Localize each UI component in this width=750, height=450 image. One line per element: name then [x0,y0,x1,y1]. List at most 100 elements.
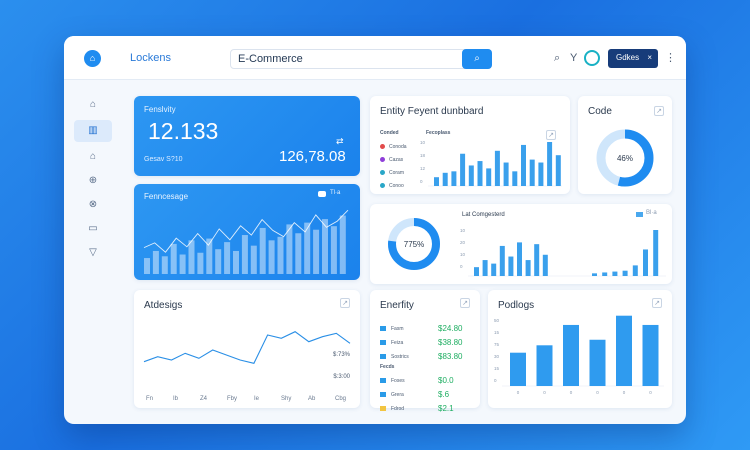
podlogs-card: Podlogs ↗ 50 15 75 30 15 0 0 0 0 0 0 0 [488,290,672,408]
podlogs-bar-chart: 50 15 75 30 15 0 0 0 0 0 0 0 [494,315,664,395]
trend-bar [322,219,328,274]
close-icon[interactable]: × [647,53,652,62]
trend-card: Fenncesage Tl·a [134,184,360,280]
entity-bar [538,162,544,186]
bag-icon: ⌂ [89,151,97,162]
donut-label: 46% [617,154,633,163]
trend-bar [304,222,311,274]
completion-tick-label: 10 [460,252,466,257]
row-amount: $38.80 [438,338,463,347]
completion-bar [612,271,618,276]
entity-legend-head-1: Conded [380,130,399,136]
entity-legend-item: Conoda [380,144,407,150]
row-amount: $24.80 [438,324,463,333]
trend-bar [188,240,195,274]
home-logo-icon[interactable]: ⌂ [84,50,101,67]
entity-tick-label: 0 [420,179,423,184]
entity-bar [434,177,439,186]
completion-bar [602,272,608,276]
entity-legend-item: Conoo [380,183,404,189]
trend-bar [179,254,186,274]
sidebar-item-shop[interactable]: ⌂ [74,146,112,168]
row-amount: $.6 [438,390,450,399]
kpi-value: 12.133 [148,118,219,144]
row-marker [380,354,386,360]
trend-bar [268,240,275,274]
trend-bar [330,226,337,274]
completion-bar [653,230,659,276]
tag-icon: ▽ [89,247,97,258]
trend-bar [161,256,168,274]
trend-toggle[interactable] [318,191,326,197]
podlogs-x-label: 0 [596,390,599,395]
completion-bar [643,249,648,276]
clipboard-icon: ⊗ [88,199,98,210]
entity-bar [460,153,466,186]
row-label: Grera [391,392,404,398]
top-bar: ⌂ Lockens E-Commerce ⌕ ⌕ Y Gdkes × ⋮ [64,36,686,80]
legend-label: Cazas [389,157,404,163]
search-input[interactable]: E-Commerce [230,49,492,69]
completion-bar [592,273,597,276]
completion-bar [499,245,505,276]
sidebar-item-messages[interactable]: ▭ [74,218,112,240]
trend-bar [152,250,159,274]
expand-icon[interactable]: ↗ [546,130,556,140]
trend-chart [143,209,349,274]
user-menu-button[interactable]: Gdkes × [608,49,658,68]
swap-arrows-icon[interactable]: ⇄ [336,136,344,146]
sidebar-item-reports[interactable]: ⊗ [74,194,112,216]
entity-tick-label: 18 [420,153,426,158]
sidebar-item-analytics[interactable]: ⊕ [74,170,112,192]
row-marker [380,326,386,332]
ratings-x-label: Fby [227,396,237,402]
podlogs-bar [616,315,632,386]
entity-bar [468,165,474,186]
expand-icon[interactable]: ↗ [460,298,470,308]
filter-icon[interactable]: Y [570,52,578,64]
more-options-icon[interactable]: ⋮ [665,52,676,64]
sidebar-item-dashboard[interactable]: ▥ [74,120,112,142]
trend-bar [286,224,293,274]
donut-segment [596,129,654,187]
row-amount: $0.0 [438,376,454,385]
code-title: Code [588,106,612,117]
trend-bar [250,245,257,274]
entity-bar [494,150,500,186]
expand-icon[interactable]: ↗ [654,106,664,116]
magnifier-icon[interactable]: ⌕ [554,52,561,64]
podlogs-bar [563,324,579,386]
row-label: Foses [391,378,405,384]
legend-label: Conoda [389,144,407,150]
search-button[interactable]: ⌕ [462,49,492,69]
entity-bar [503,162,509,186]
kpi-label: Fenslvity [144,105,176,114]
trend-bar [215,249,222,274]
podlogs-bar [510,352,526,386]
completion-toggle[interactable] [636,212,643,217]
completion-bar [491,263,497,276]
sidebar-item-home[interactable]: ⌂ [74,94,112,116]
podlogs-bar [536,345,553,386]
expand-icon[interactable]: ↗ [340,298,350,308]
home-icon: ⌂ [89,99,97,110]
podlogs-title: Podlogs [498,300,535,311]
podlogs-tick-label: 0 [494,378,497,383]
entity-chart: 10 18 12 0 [420,140,562,187]
globe-icon: ⊕ [88,175,98,186]
entity-bar [477,161,483,186]
expand-icon[interactable]: ↗ [652,298,662,308]
sidebar-item-settings[interactable]: ▽ [74,242,112,264]
row-marker [380,406,386,412]
energy-row: Fdrod [380,406,404,412]
completion-tick-label: 10 [460,228,466,233]
energy-row: Sostrics [380,354,409,360]
entity-legend-item: Cazas [380,157,403,163]
search-icon: ⌕ [474,53,480,64]
row-label: Fasm [391,326,404,332]
completion-tick-label: 20 [460,240,466,245]
notification-icon[interactable] [584,50,600,66]
kpi-sub-value: 126,78.08 [279,148,346,165]
completion-bar [632,265,638,276]
completion-chart: 775% 10 20 10 0 [388,218,666,277]
